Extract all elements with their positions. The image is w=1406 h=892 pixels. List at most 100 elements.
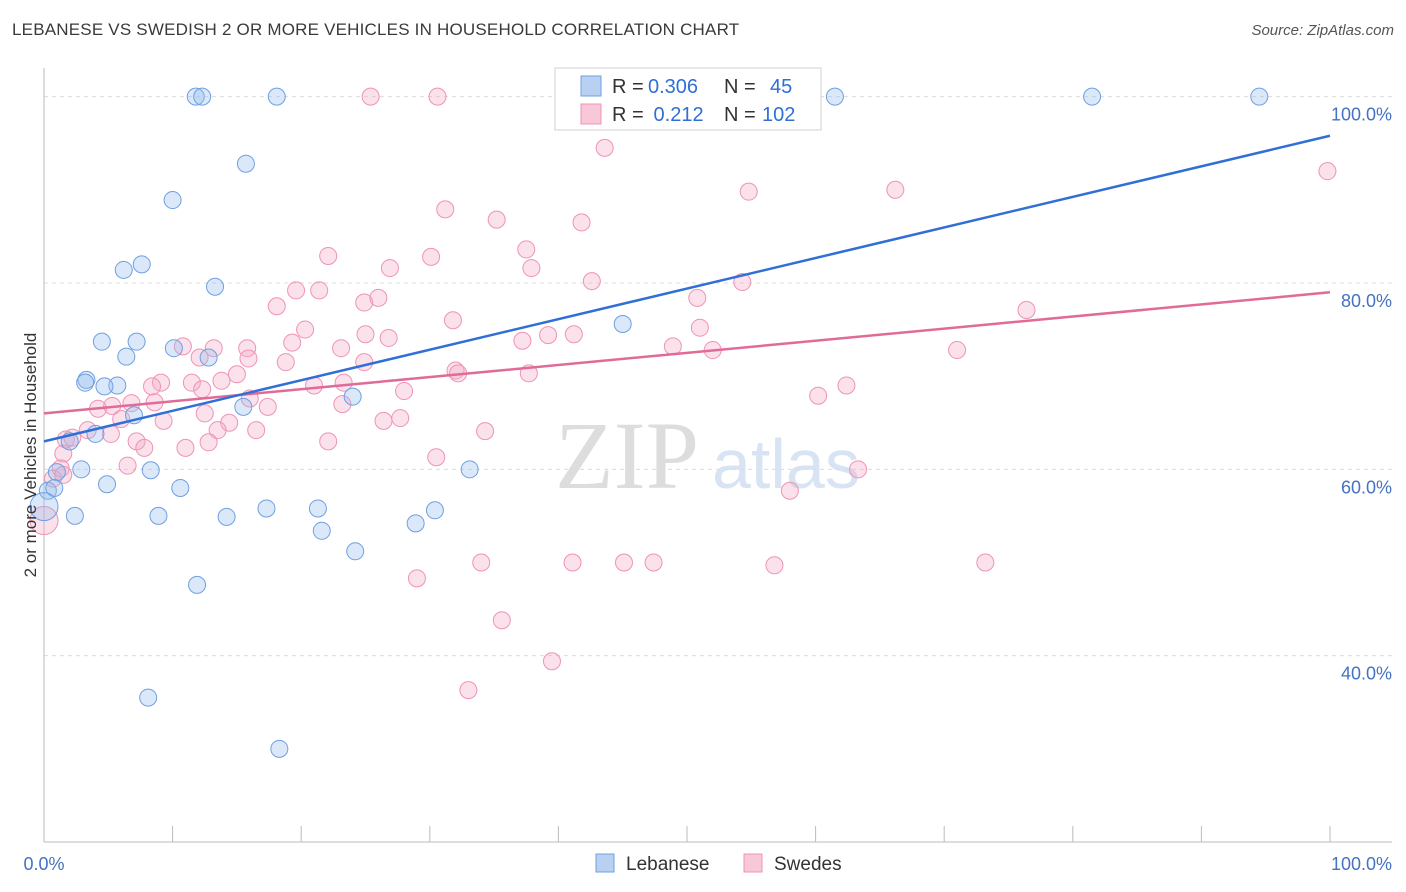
lebanese-point — [149, 506, 168, 525]
swedes-point — [296, 320, 315, 339]
lebanese-point — [613, 314, 632, 333]
swedes-point — [173, 337, 192, 356]
swedes-point — [644, 553, 663, 572]
legend-r-label-2: R = — [612, 104, 644, 126]
lebanese-point — [460, 460, 479, 479]
lebanese-point — [108, 376, 127, 395]
lebanese-point — [257, 499, 276, 518]
swedes-point — [283, 333, 302, 352]
legend-n-value-2: 102 — [762, 104, 795, 126]
swedes-point — [539, 326, 558, 345]
lebanese-point — [343, 387, 362, 406]
legend-r-value-1: 0.306 — [648, 76, 698, 98]
lebanese-point — [132, 255, 151, 274]
swedes-point — [334, 373, 353, 392]
swedes-point — [487, 210, 506, 229]
lebanese-point — [236, 154, 255, 173]
x-tick-label: 100.0% — [1331, 854, 1392, 874]
legend-top: R = 0.306 N = 45 R = 0.212 N = 102 — [554, 67, 822, 131]
x-tick-label: 0.0% — [23, 854, 64, 874]
swedes-point — [127, 432, 146, 451]
swedes-point — [407, 569, 426, 588]
swedes-point — [182, 373, 201, 392]
trend-lines — [43, 134, 1331, 443]
swedes-point — [332, 339, 351, 358]
grid — [44, 96, 1392, 657]
lebanese-point — [188, 575, 207, 594]
swedes-point — [379, 328, 398, 347]
lebanese-point — [267, 87, 286, 106]
swedes-point — [739, 182, 758, 201]
lebanese-point — [47, 463, 66, 482]
lebanese-point — [186, 87, 205, 106]
lebanese-point — [72, 460, 91, 479]
y-tick-label: 40.0% — [1341, 664, 1392, 684]
swedes-point — [258, 397, 277, 416]
swedes-point — [563, 553, 582, 572]
swedes-point — [333, 395, 352, 414]
swedes-point — [195, 404, 214, 423]
swedes-point — [356, 325, 375, 344]
chart-source: Source: ZipAtlas.com — [1251, 22, 1394, 39]
swedes-point — [688, 288, 707, 307]
lebanese-point — [171, 478, 190, 497]
legend-r-value-2: 0.212 — [648, 104, 704, 126]
lebanese-point — [308, 499, 327, 518]
lebanese-point — [206, 277, 225, 296]
lebanese-point — [270, 739, 289, 758]
swedes-point — [395, 382, 414, 401]
swedes-point — [204, 339, 223, 358]
lebanese-point — [425, 501, 444, 520]
swedes-point — [663, 337, 682, 356]
lebanese-point — [95, 377, 114, 396]
lebanese-point — [825, 87, 844, 106]
swedes-trend-line — [43, 291, 1331, 415]
swedes-point — [809, 386, 828, 405]
legend-n-value-1: 45 — [770, 76, 792, 98]
legend-r-label-1: R = — [612, 76, 644, 98]
lebanese-point — [98, 475, 117, 494]
swedes-point — [319, 246, 338, 265]
lebanese-point — [139, 688, 158, 707]
legend-n-label-2: N = — [724, 104, 756, 126]
y-tick-label: 80.0% — [1341, 291, 1392, 311]
legend-swatch-swedes — [580, 103, 602, 125]
swedes-point — [355, 353, 374, 372]
lebanese-point — [117, 347, 136, 366]
swedes-point — [135, 438, 154, 457]
swedes-point — [1318, 162, 1337, 181]
lebanese-point — [92, 332, 111, 351]
lebanese-point — [65, 506, 84, 525]
swedes-point — [492, 611, 511, 630]
swedes-point — [780, 481, 799, 500]
swedes-point — [208, 421, 227, 440]
swedes-point — [212, 371, 231, 390]
swedes-point — [310, 281, 329, 300]
y-axis-title: 2 or more Vehicles in Household — [21, 333, 40, 578]
lebanese-point — [76, 373, 95, 392]
swedes-point — [595, 138, 614, 157]
swedes-point — [572, 213, 591, 232]
swedes-point — [443, 311, 462, 330]
swedes-point — [199, 433, 218, 452]
watermark-zip: ZIP — [555, 402, 699, 509]
legend-bottom: Lebanese Swedes — [595, 853, 842, 875]
lebanese-point — [127, 332, 146, 351]
lebanese-point — [114, 260, 133, 279]
swedes-point — [542, 652, 561, 671]
swedes-point — [517, 240, 536, 259]
lebanese-point — [199, 348, 218, 367]
axes — [43, 68, 1392, 843]
chart-title: LEBANESE VS SWEDISH 2 OR MORE VEHICLES I… — [12, 20, 740, 39]
legend-swatch-lebanese — [580, 75, 602, 97]
lebanese-point — [164, 339, 183, 358]
lebanese-trend-line — [43, 134, 1331, 443]
swedes-point — [849, 460, 868, 479]
lebanese-points — [29, 87, 1269, 758]
swedes-point — [239, 349, 258, 368]
swedes-point — [765, 556, 784, 575]
bottom-legend-swedes: Swedes — [774, 854, 842, 875]
swedes-point — [319, 432, 338, 451]
swedes-point — [582, 272, 601, 291]
swedes-point — [733, 273, 752, 292]
